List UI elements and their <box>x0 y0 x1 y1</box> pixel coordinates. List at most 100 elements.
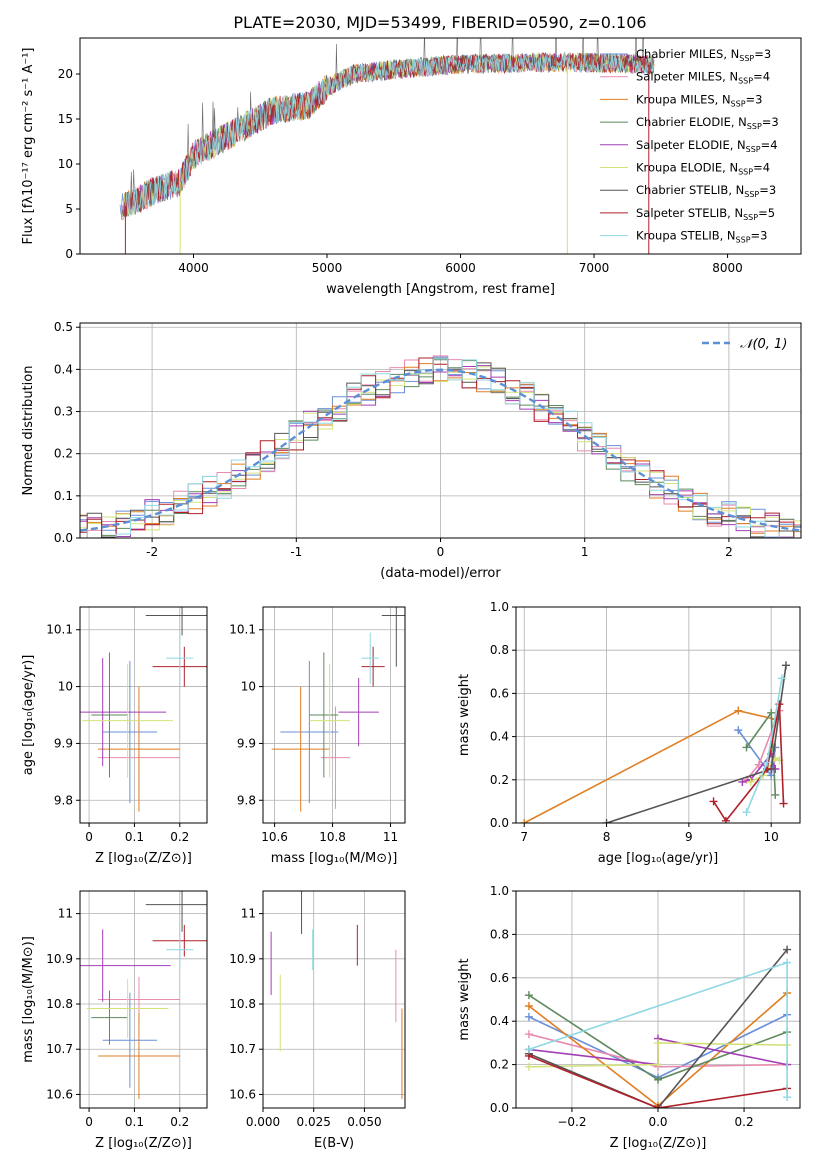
series-marker-chabrier-elodie <box>742 743 751 752</box>
y-axis-label: mass weight <box>457 674 472 756</box>
x-tick-label: 0.000 <box>246 1115 280 1129</box>
y-tick-label: 9.8 <box>54 793 73 807</box>
series-marker-chabrier-elodie <box>524 991 533 1000</box>
errorbar-chabrier-miles <box>280 661 339 804</box>
x-tick-label: 4000 <box>178 261 209 275</box>
ticks: -2 -1 0 1 2 0.0 0.1 0.2 0.3 0.4 0.5 <box>54 320 733 559</box>
x-axis-label: wavelength [Angstrom, rest frame] <box>326 282 555 297</box>
x-tick-label: 0.1 <box>125 1115 144 1129</box>
x-tick-label: 1 <box>581 545 589 559</box>
x-axis-label: Z [log₁₀(Z/Z⊙)] <box>95 851 192 866</box>
y-axis-label: Flux [fλ10⁻¹⁷ erg cm⁻² s⁻¹ A⁻¹] <box>21 48 36 245</box>
y-tick-label: 0.0 <box>490 1101 509 1115</box>
errorbar-chabrier-miles <box>102 661 158 804</box>
errorbar-kroupa-stelib <box>166 929 194 971</box>
grid-lines <box>80 891 207 1108</box>
series-line-salpeter-stelib <box>528 1055 788 1108</box>
axes-frame <box>79 890 208 1109</box>
series-marker-kroupa-miles <box>734 706 743 715</box>
errorbar-salpeter-stelib <box>361 646 385 687</box>
series-marker-chabrier-elodie <box>654 1075 662 1084</box>
histogram-salpeter-elodie <box>80 365 801 538</box>
y-tick-label: 10.9 <box>46 952 73 966</box>
panel-residual-histogram: -2 -1 0 1 2 0.0 0.1 0.2 0.3 0.4 0.5 (data-model)/er… <box>21 320 802 581</box>
series-marker-kroupa-stelib <box>777 674 786 683</box>
x-tick-label: 0.1 <box>125 830 144 844</box>
axes-frame <box>515 606 801 824</box>
plot-area <box>270 891 403 1099</box>
x-tick-label: 7000 <box>579 261 610 275</box>
series-marker-kroupa-elodie <box>654 1060 662 1069</box>
y-tick-label: 0.4 <box>490 730 509 744</box>
x-tick-label: 10 <box>764 830 779 844</box>
legend-label-kroupa-stelib: Kroupa STELIB, NSSP=3 <box>636 229 767 245</box>
series-line-kroupa-elodie <box>528 1042 788 1068</box>
x-tick-label: 10.6 <box>261 830 288 844</box>
errorbar-chabrier-elodie <box>91 990 128 1045</box>
panel-age-vs-Z: 0 0.1 0.2 9.8 9.9 10 10.1 Z [log₁₀(Z/Z⊙)] age [l… <box>21 606 208 866</box>
y-axis-label: age [log₁₀(age/yr)] <box>21 655 36 776</box>
y-tick-label: 0.2 <box>54 447 73 461</box>
series-marker-kroupa-elodie <box>746 777 755 786</box>
legend: Chabrier MILES, NSSP=3 Salpeter MILES, NS… <box>600 47 779 245</box>
plot-area <box>80 891 207 1099</box>
errorbar-chabrier-stelib <box>381 607 405 667</box>
panel-mass-vs-Z: 0 0.1 0.2 10.6 10.7 10.8 10.9 11 Z [log₁₀(Z/Z⊙)]… <box>21 890 208 1151</box>
plot-area <box>520 661 791 823</box>
series-marker-chabrier-elodie <box>771 790 780 799</box>
legend-label-salpeter-elodie: Salpeter ELODIE, NSSP=4 <box>636 138 778 154</box>
ticks: 0 0.1 0.2 9.8 9.9 10 10.1 <box>46 623 189 844</box>
x-tick-label: 11 <box>383 830 398 844</box>
y-tick-label: 0.8 <box>490 927 509 941</box>
y-tick-label: 0.4 <box>54 362 73 376</box>
legend: 𝒩(0, 1) <box>702 337 787 352</box>
errorbar-chabrier-stelib <box>145 891 207 932</box>
plot-area <box>80 607 207 812</box>
y-tick-label: 15 <box>58 112 73 126</box>
x-tick-label: 8000 <box>712 261 743 275</box>
errorbar-kroupa-miles <box>98 686 180 812</box>
y-tick-label: 10.1 <box>46 623 73 637</box>
y-tick-label: 0.2 <box>490 773 509 787</box>
ticks: 0 0.1 0.2 10.6 10.7 10.8 10.9 11 <box>46 907 189 1129</box>
y-tick-label: 0 <box>65 247 73 261</box>
errorbar-salpeter-miles <box>320 706 350 809</box>
legend-label-salpeter-miles: Salpeter MILES, NSSP=4 <box>636 70 770 86</box>
ticks: 10.6 10.8 11 9.8 9.9 10 10.1 <box>229 623 398 844</box>
x-tick-label: 0.2 <box>170 1115 189 1129</box>
series-marker-kroupa-stelib <box>783 958 792 967</box>
series-marker-chabrier-miles <box>524 1012 533 1021</box>
y-tick-label: 9.8 <box>237 793 256 807</box>
series-marker-salpeter-stelib <box>721 816 730 823</box>
y-tick-label: 10.7 <box>46 1042 73 1056</box>
series-marker-kroupa-miles <box>520 819 529 823</box>
errorbar-kroupa-stelib <box>361 632 379 684</box>
series-marker-chabrier-stelib <box>783 945 792 954</box>
x-tick-label: 5000 <box>312 261 343 275</box>
x-tick-label: 7 <box>520 830 528 844</box>
x-tick-label: -1 <box>290 545 302 559</box>
series-marker-salpeter-stelib <box>709 797 718 806</box>
x-tick-label: 0.2 <box>735 1115 754 1129</box>
series-marker-kroupa-stelib <box>524 1045 533 1054</box>
errorbar-chabrier-elodie <box>91 652 128 778</box>
series-marker-kroupa-elodie <box>654 1038 662 1047</box>
y-tick-label: 0.0 <box>54 531 73 545</box>
plot-area <box>80 355 801 538</box>
y-tick-label: 20 <box>58 67 73 81</box>
y-tick-label: 10.6 <box>46 1087 73 1101</box>
legend-label-chabrier-miles: Chabrier MILES, NSSP=3 <box>636 47 771 63</box>
errorbar-kroupa-elodie <box>82 663 173 778</box>
figure-title: PLATE=2030, MJD=53499, FIBERID=0590, z=0… <box>233 13 646 32</box>
y-tick-label: 0.6 <box>490 686 509 700</box>
x-tick-label: 8 <box>603 830 611 844</box>
x-axis-label: (data-model)/error <box>380 566 501 581</box>
x-axis-label: E(B-V) <box>314 1136 354 1151</box>
x-tick-label: 0.025 <box>297 1115 331 1129</box>
y-tick-label: 0.8 <box>490 643 509 657</box>
y-tick-label: 10.8 <box>229 997 256 1011</box>
panel-spectrum: 4000 5000 6000 7000 8000 0 5 10 15 20 wavelength [… <box>21 37 802 297</box>
y-tick-label: 0.0 <box>490 816 509 830</box>
plot-area <box>119 38 655 254</box>
